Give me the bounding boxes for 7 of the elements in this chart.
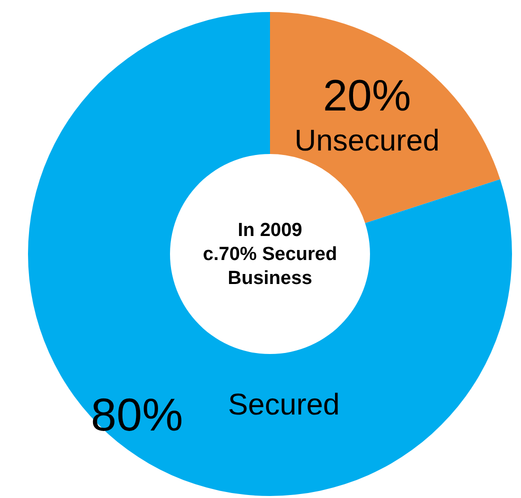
data-label: 20% [322,72,412,121]
slice-label: Unsecured [294,124,440,158]
slice-label: Secured [228,388,340,422]
donut-slice [270,12,500,224]
text: In 2009 c.70% Secured Business [202,220,338,289]
data-label: 80% [90,388,184,440]
donut-slice [28,12,512,496]
